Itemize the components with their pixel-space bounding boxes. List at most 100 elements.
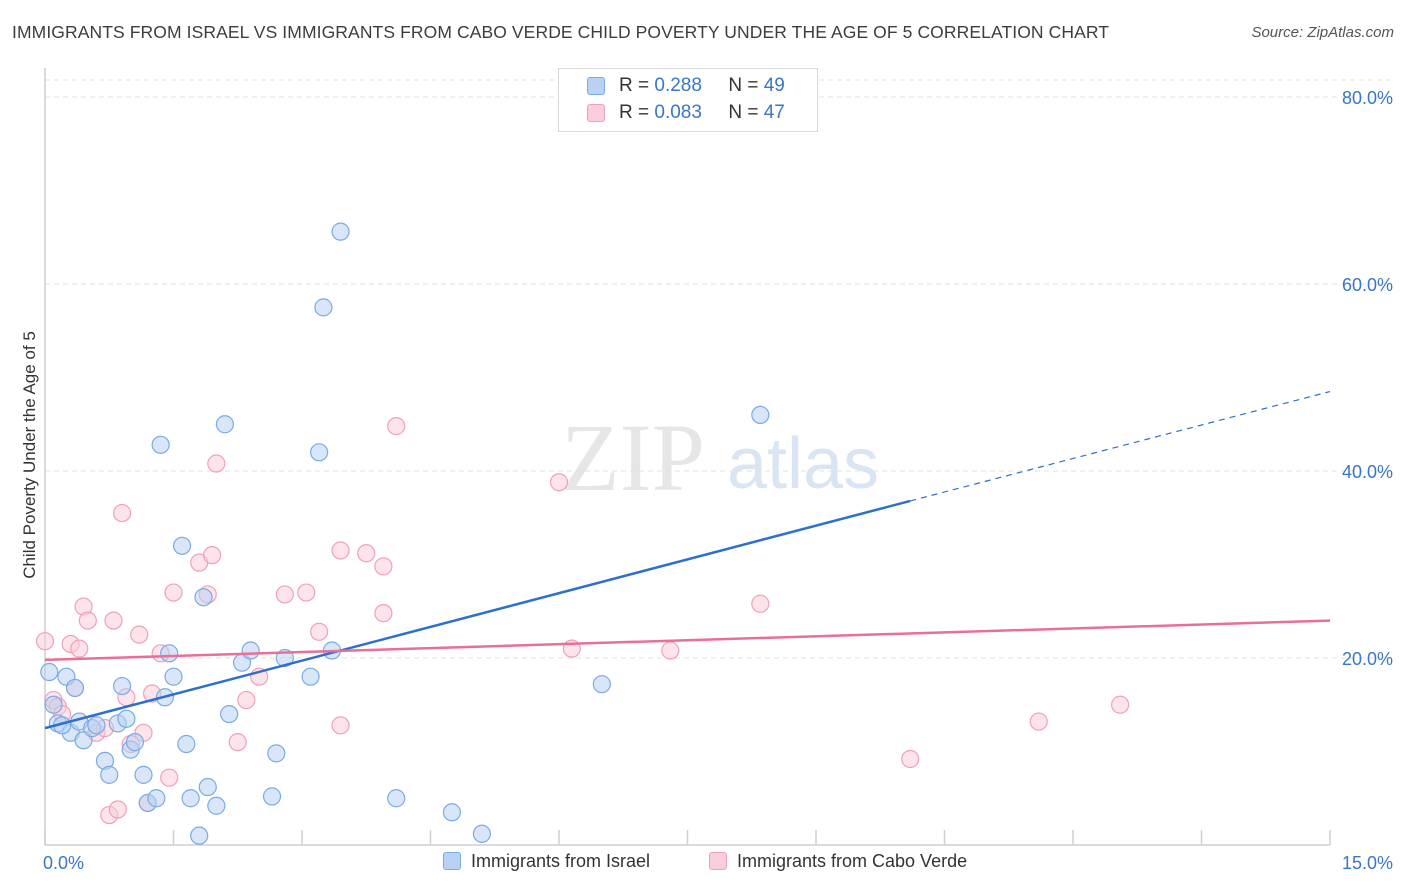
- cabo-verde-point: [331, 541, 350, 560]
- israel-trend-line: [44, 499, 911, 730]
- n-value: 49: [763, 75, 785, 96]
- israel-point: [194, 588, 213, 607]
- israel-point: [87, 716, 106, 735]
- legend-row-israel: R = 0.288 N = 49: [559, 74, 817, 101]
- israel-point: [262, 787, 282, 806]
- cabo-verde-point: [374, 557, 393, 576]
- cabo-verde-point: [78, 611, 97, 630]
- cabo-verde-point: [275, 585, 294, 604]
- israel-point: [112, 676, 132, 696]
- israel-point: [310, 443, 329, 462]
- cabo-verde-point: [751, 594, 770, 613]
- israel-point: [267, 744, 286, 763]
- cabo-verde-point: [104, 611, 123, 630]
- israel-point: [215, 415, 234, 434]
- cabo-verde-point: [207, 454, 226, 473]
- cabo-verde-point: [387, 417, 406, 436]
- cabo-verde-point: [112, 503, 132, 523]
- cabo-verde-point: [357, 544, 376, 563]
- cabo-verde-legend-swatch: [709, 852, 727, 870]
- israel-point: [147, 789, 166, 808]
- n-value: 47: [763, 102, 785, 123]
- cabo-verde-point: [901, 749, 920, 769]
- r-value: 0.083: [654, 102, 702, 123]
- source-label: Source: ZipAtlas.com: [1251, 24, 1394, 41]
- correlation-legend: R = 0.288 N = 49 R = 0.083 N = 47: [558, 68, 818, 132]
- y-axis-label: Child Poverty Under the Age of 5: [20, 331, 39, 579]
- watermark-atlas: atlas: [727, 424, 879, 504]
- israel-point: [220, 704, 239, 724]
- israel-point: [151, 435, 170, 454]
- israel-point: [241, 641, 260, 660]
- israel-point: [472, 824, 491, 843]
- series-israel-points: [40, 222, 770, 845]
- israel-point: [177, 734, 196, 754]
- cabo-verde-point: [374, 604, 393, 623]
- israel-point: [44, 695, 63, 714]
- israel-point: [181, 789, 200, 808]
- tick-labels: 20.0% 40.0% 60.0% 80.0% 0.0% 15.0%: [43, 88, 1393, 873]
- chart-title: IMMIGRANTS FROM ISRAEL VS IMMIGRANTS FRO…: [12, 22, 1110, 42]
- n-label: N =: [728, 75, 759, 96]
- cabo-verde-trend-line: [44, 619, 1331, 662]
- legend-item-israel[interactable]: Immigrants from Israel: [443, 851, 650, 872]
- cabo-verde-point: [237, 690, 256, 710]
- israel-point: [331, 222, 350, 241]
- n-label: N =: [728, 102, 759, 123]
- israel-trend-extension: [910, 390, 1331, 502]
- legend-item-cabo-verde[interactable]: Immigrants from Cabo Verde: [709, 851, 967, 872]
- cabo-verde-point: [549, 473, 569, 492]
- r-value: 0.288: [654, 75, 702, 96]
- cabo-verde-point: [228, 733, 247, 752]
- y-tick-label: 80.0%: [1342, 88, 1393, 108]
- legend-row-cabo-verde: R = 0.083 N = 47: [559, 101, 817, 128]
- cabo-verde-point: [331, 716, 350, 735]
- grid-lines: [45, 79, 1395, 659]
- israel-point: [100, 765, 119, 784]
- israel-point: [117, 709, 136, 728]
- israel-legend-swatch: [443, 852, 461, 870]
- r-label: R =: [619, 75, 650, 96]
- y-tick-label: 20.0%: [1342, 649, 1393, 669]
- cabo-verde-swatch: [587, 104, 605, 122]
- watermark: ZIP atlas: [561, 404, 879, 511]
- israel-point: [125, 733, 145, 752]
- cabo-verde-point: [1029, 712, 1048, 731]
- x-tick-label-start: 0.0%: [43, 853, 84, 873]
- israel-point: [442, 803, 462, 822]
- axes: [44, 68, 1331, 846]
- cabo-verde-point: [70, 639, 89, 658]
- israel-point: [207, 796, 226, 815]
- israel-point: [314, 298, 333, 317]
- israel-point: [592, 675, 611, 694]
- israel-point: [65, 678, 85, 698]
- cabo-verde-point: [661, 641, 680, 660]
- x-tick-label-end: 15.0%: [1342, 853, 1393, 873]
- y-tick-label: 60.0%: [1342, 275, 1393, 295]
- cabo-verde-point: [1111, 695, 1130, 714]
- y-tick-label: 40.0%: [1342, 462, 1393, 482]
- cabo-verde-point: [164, 583, 183, 602]
- cabo-verde-point: [160, 768, 179, 787]
- israel-point: [134, 765, 153, 784]
- israel-legend-label: Immigrants from Israel: [471, 851, 651, 871]
- cabo-verde-point: [35, 632, 55, 651]
- israel-swatch: [587, 77, 605, 95]
- cabo-verde-point: [297, 583, 316, 602]
- trend-lines: [44, 390, 1331, 730]
- watermark-zip: ZIP: [561, 404, 705, 511]
- cabo-verde-point: [202, 546, 222, 565]
- israel-point: [301, 667, 320, 686]
- israel-point: [198, 777, 217, 797]
- cabo-verde-point: [108, 800, 127, 819]
- israel-point: [751, 405, 770, 424]
- cabo-verde-point: [310, 622, 329, 641]
- israel-point: [190, 826, 209, 845]
- israel-point: [172, 536, 192, 555]
- r-label: R =: [619, 102, 650, 123]
- israel-point: [387, 789, 406, 808]
- israel-point: [160, 644, 179, 663]
- israel-point: [164, 667, 183, 686]
- cabo-verde-point: [130, 625, 149, 644]
